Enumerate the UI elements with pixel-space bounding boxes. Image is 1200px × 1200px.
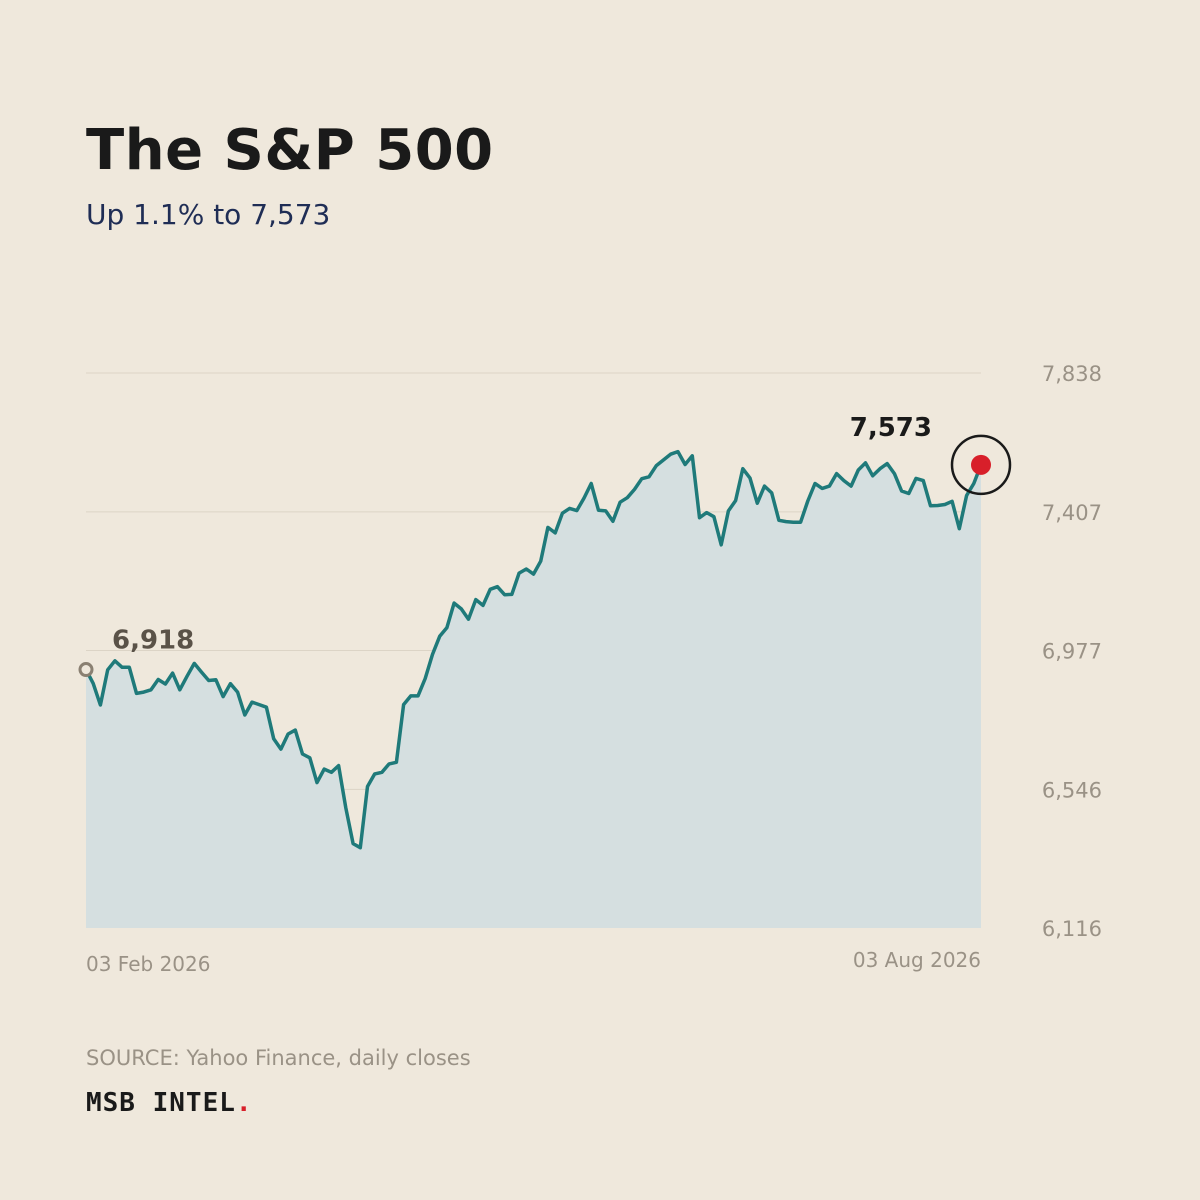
- brand-logo: MSB INTEL.: [86, 1088, 253, 1118]
- y-tick-label: 6,977: [1042, 640, 1102, 664]
- y-tick-label: 6,116: [1042, 917, 1102, 941]
- start-value-label: 6,918: [112, 626, 194, 656]
- y-tick-label: 6,546: [1042, 778, 1102, 802]
- end-value-label: 7,573: [850, 413, 932, 443]
- brand-dot: .: [235, 1088, 253, 1118]
- brand-name: MSB INTEL: [86, 1088, 236, 1118]
- chart-title: The S&P 500: [86, 118, 494, 183]
- y-tick-label: 7,407: [1042, 501, 1102, 525]
- end-point-marker: [971, 454, 991, 475]
- x-tick-label-end: 03 Aug 2026: [853, 948, 981, 972]
- x-tick-label-start: 03 Feb 2026: [86, 952, 210, 976]
- start-point-marker: [78, 662, 94, 678]
- area-fill: [86, 451, 981, 928]
- end-point-ring: [950, 434, 1012, 496]
- y-tick-label: 7,838: [1042, 362, 1102, 386]
- series-line: [84, 449, 983, 850]
- y-axis: 7,838 7,407 6,977 6,546 6,116: [1042, 362, 1102, 941]
- source-note: SOURCE: Yahoo Finance, daily closes: [86, 1046, 471, 1070]
- line-chart: 7,838 7,407 6,977 6,546 6,116 03 Feb 2026 03…: [78, 362, 1102, 976]
- chart-subtitle: Up 1.1% to 7,573: [86, 198, 331, 231]
